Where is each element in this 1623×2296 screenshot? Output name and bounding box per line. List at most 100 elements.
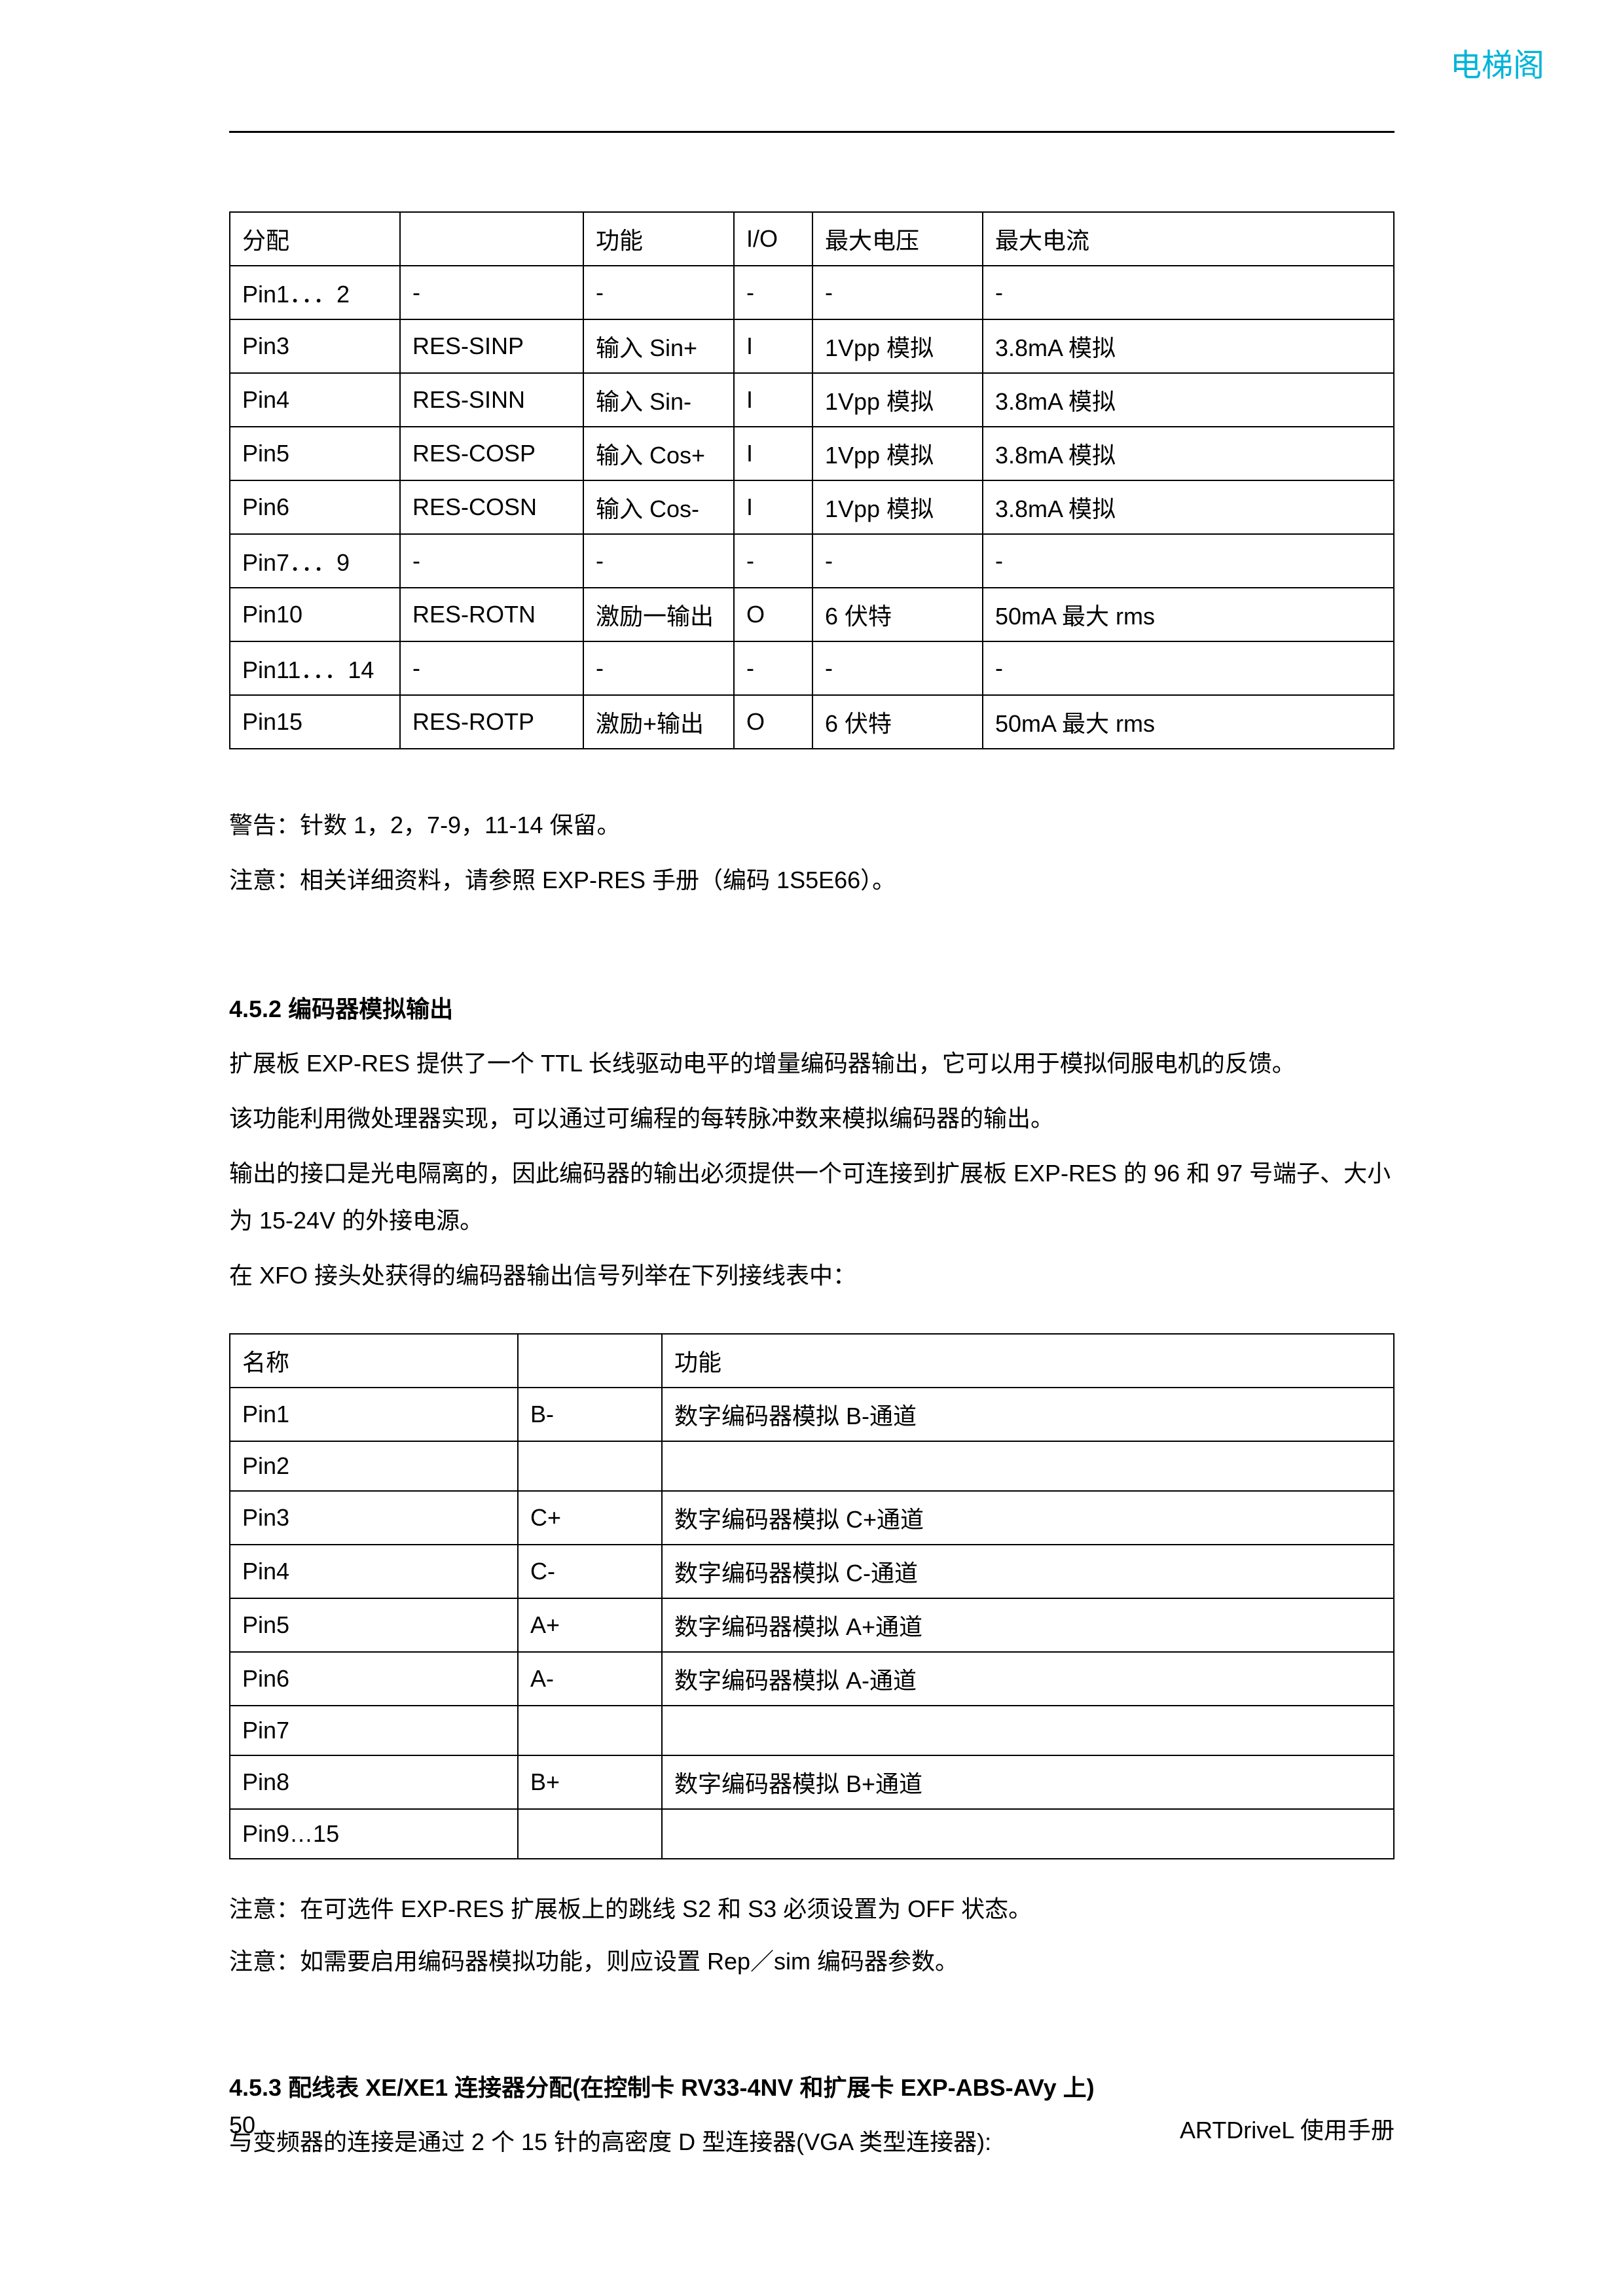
- table-row: Pin7．．．9-----: [230, 534, 1394, 588]
- cell: Pin5: [230, 427, 400, 480]
- cell: -: [983, 641, 1394, 695]
- cell: 6 伏特: [812, 588, 983, 641]
- table-row: Pin5RES-COSP输入 Cos+I1Vpp 模拟3.8mA 模拟: [230, 427, 1394, 480]
- table-row: Pin10RES-ROTN激励一输出O6 伏特50mA 最大 rms: [230, 588, 1394, 641]
- th-max-current: 最大电流: [983, 212, 1394, 266]
- cell: -: [734, 266, 812, 319]
- cell: -: [583, 266, 734, 319]
- cell: 3.8mA 模拟: [983, 373, 1394, 427]
- cell: -: [734, 641, 812, 695]
- table-header-row: 分配 功能 I/O 最大电压 最大电流: [230, 212, 1394, 266]
- cell: -: [983, 534, 1394, 588]
- cell: Pin1: [230, 1388, 518, 1441]
- table-row: Pin6RES-COSN输入 Cos-I1Vpp 模拟3.8mA 模拟: [230, 480, 1394, 534]
- cell: Pin2: [230, 1441, 518, 1491]
- cell: RES-COSN: [400, 480, 583, 534]
- cell: 输入 Cos+: [583, 427, 734, 480]
- cell: [662, 1441, 1394, 1491]
- encoder-signal-table: 名称 功能 Pin1B-数字编码器模拟 B-通道 Pin2 Pin3C+数字编码…: [229, 1333, 1395, 1859]
- cell: Pin9…15: [230, 1809, 518, 1859]
- cell: Pin4: [230, 1545, 518, 1598]
- note-text-1: 注意：相关详细资料，请参照 EXP-RES 手册（编码 1S5E66）。: [229, 857, 1395, 904]
- paragraph: 在 XFO 接头处获得的编码器输出信号列举在下列接线表中：: [229, 1252, 1395, 1299]
- cell: I: [734, 373, 812, 427]
- cell: 数字编码器模拟 B+通道: [662, 1755, 1394, 1809]
- pin-allocation-table-1: 分配 功能 I/O 最大电压 最大电流 Pin1．．．2----- Pin3RE…: [229, 211, 1395, 749]
- cell: -: [583, 641, 734, 695]
- cell: Pin5: [230, 1598, 518, 1652]
- cell: [518, 1706, 662, 1755]
- page-number: 50: [229, 2111, 255, 2145]
- th-allocation: 分配: [230, 212, 400, 266]
- cell: C-: [518, 1545, 662, 1598]
- cell: 激励一输出: [583, 588, 734, 641]
- cell: 数字编码器模拟 A+通道: [662, 1598, 1394, 1652]
- table-header-row: 名称 功能: [230, 1334, 1394, 1388]
- cell: [518, 1441, 662, 1491]
- cell: 输入 Cos-: [583, 480, 734, 534]
- cell: [518, 1809, 662, 1859]
- cell: RES-SINN: [400, 373, 583, 427]
- header-rule: [229, 131, 1395, 133]
- cell: -: [983, 266, 1394, 319]
- cell: Pin7．．．9: [230, 534, 400, 588]
- cell: 输入 Sin+: [583, 319, 734, 373]
- cell: I: [734, 319, 812, 373]
- warning-text: 警告：针数 1，2，7-9，11-14 保留。: [229, 802, 1395, 849]
- cell: Pin3: [230, 319, 400, 373]
- cell: 3.8mA 模拟: [983, 480, 1394, 534]
- cell: [662, 1706, 1394, 1755]
- table-row: Pin4C-数字编码器模拟 C-通道: [230, 1545, 1394, 1598]
- cell: 数字编码器模拟 C+通道: [662, 1491, 1394, 1545]
- th-blank: [400, 212, 583, 266]
- paragraph: 该功能利用微处理器实现，可以通过可编程的每转脉冲数来模拟编码器的输出。: [229, 1095, 1395, 1142]
- cell: I: [734, 480, 812, 534]
- cell: O: [734, 695, 812, 749]
- cell: 1Vpp 模拟: [812, 480, 983, 534]
- th-io: I/O: [734, 212, 812, 266]
- cell: 激励+输出: [583, 695, 734, 749]
- cell: A-: [518, 1652, 662, 1706]
- paragraph: 扩展板 EXP-RES 提供了一个 TTL 长线驱动电平的增量编码器输出，它可以…: [229, 1040, 1395, 1087]
- cell: -: [812, 266, 983, 319]
- cell: RES-COSP: [400, 427, 583, 480]
- th-max-voltage: 最大电压: [812, 212, 983, 266]
- section-heading-453: 4.5.3 配线表 XE/XE1 连接器分配(在控制卡 RV33-4NV 和扩展…: [229, 2069, 1395, 2103]
- cell: Pin10: [230, 588, 400, 641]
- table-row: Pin5A+数字编码器模拟 A+通道: [230, 1598, 1394, 1652]
- table-row: Pin8B+数字编码器模拟 B+通道: [230, 1755, 1394, 1809]
- cell: -: [400, 534, 583, 588]
- cell: 50mA 最大 rms: [983, 588, 1394, 641]
- cell: 1Vpp 模拟: [812, 373, 983, 427]
- cell: -: [583, 534, 734, 588]
- cell: I: [734, 427, 812, 480]
- cell: 数字编码器模拟 C-通道: [662, 1545, 1394, 1598]
- cell: Pin6: [230, 1652, 518, 1706]
- cell: Pin6: [230, 480, 400, 534]
- manual-title: ARTDriveL 使用手册: [1180, 2111, 1395, 2145]
- cell: Pin11．．．14: [230, 641, 400, 695]
- table-row: Pin3RES-SINP输入 Sin+I1Vpp 模拟3.8mA 模拟: [230, 319, 1394, 373]
- table-row: Pin2: [230, 1441, 1394, 1491]
- cell: Pin4: [230, 373, 400, 427]
- cell: Pin15: [230, 695, 400, 749]
- watermark-text: 电梯阁: [1450, 39, 1544, 85]
- cell: 6 伏特: [812, 695, 983, 749]
- th-blank: [518, 1334, 662, 1388]
- cell: -: [400, 266, 583, 319]
- table-row: Pin15RES-ROTP激励+输出O6 伏特50mA 最大 rms: [230, 695, 1394, 749]
- table-row: Pin1．．．2-----: [230, 266, 1394, 319]
- table-row: Pin11．．．14-----: [230, 641, 1394, 695]
- th-function: 功能: [583, 212, 734, 266]
- section-heading-452: 4.5.2 编码器模拟输出: [229, 990, 1395, 1024]
- note-text-2: 注意：在可选件 EXP-RES 扩展板上的跳线 S2 和 S3 必须设置为 OF…: [229, 1886, 1395, 1933]
- note-text-3: 注意：如需要启用编码器模拟功能，则应设置 Rep／sim 编码器参数。: [229, 1938, 1395, 1985]
- cell: -: [812, 641, 983, 695]
- table-row: Pin6A-数字编码器模拟 A-通道: [230, 1652, 1394, 1706]
- cell: 3.8mA 模拟: [983, 427, 1394, 480]
- cell: B-: [518, 1388, 662, 1441]
- cell: -: [400, 641, 583, 695]
- cell: 1Vpp 模拟: [812, 427, 983, 480]
- cell: 3.8mA 模拟: [983, 319, 1394, 373]
- paragraph: 输出的接口是光电隔离的，因此编码器的输出必须提供一个可连接到扩展板 EXP-RE…: [229, 1150, 1395, 1244]
